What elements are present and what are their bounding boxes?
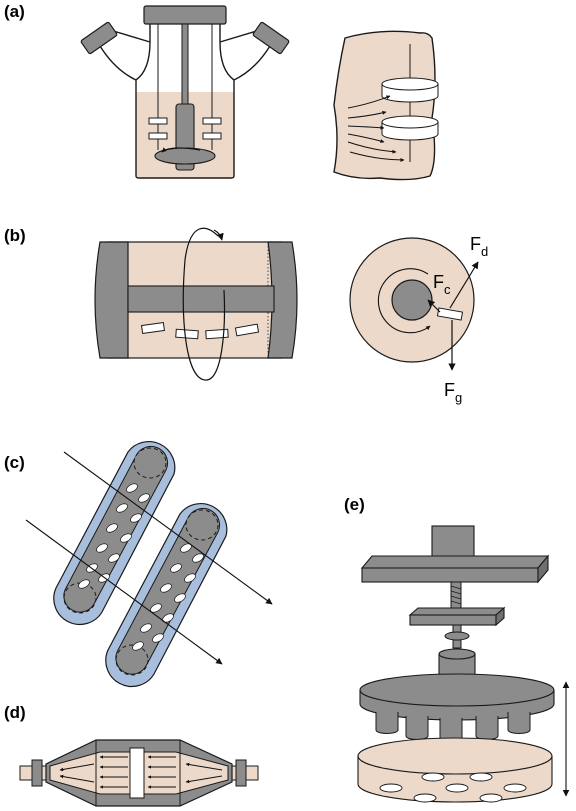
inset-medium-blob [333, 30, 436, 181]
screw-threads [450, 585, 462, 605]
flow-streamlines [347, 95, 405, 162]
middle-plate-side [495, 606, 505, 627]
gravity-force-label: Fg [444, 380, 462, 405]
flow-arrow-upper [63, 451, 273, 605]
panel-a-label: (a) [4, 2, 25, 21]
perfusion-chamber [19, 739, 259, 807]
scaffold-constructs [140, 321, 260, 340]
compression-bioreactor [357, 525, 570, 803]
panel-d-label: (d) [4, 703, 26, 722]
panel-b-label: (b) [4, 226, 26, 245]
rotation-arrow [161, 147, 201, 153]
panel-c: (c) [4, 441, 273, 687]
top-cap [143, 5, 227, 25]
scaffold-insert [129, 747, 145, 799]
middle-plate-front [409, 614, 497, 626]
hollow-fiber-left [53, 441, 176, 625]
drag-force-label: Fd [470, 234, 488, 259]
inner-cylinder [127, 285, 275, 313]
inset-disk-bottom [381, 115, 439, 141]
right-port-cap [252, 21, 290, 55]
panel-d: (d) [4, 703, 259, 807]
compression-pistons [375, 712, 531, 742]
top-plate-side [537, 554, 549, 584]
panel-c-label: (c) [4, 453, 25, 472]
right-outlet-collar [235, 759, 247, 787]
force-diagram: Fd Fc Fg [349, 234, 488, 405]
flask-body [135, 22, 235, 179]
flow-arc [377, 268, 431, 334]
left-port-cap [80, 21, 118, 55]
rotation-loop [182, 227, 226, 381]
stir-shaft [181, 23, 189, 115]
top-plate-front [361, 567, 539, 583]
fiber-top-opening [185, 509, 219, 541]
inset-disk-top [381, 77, 439, 103]
spinner-flask [80, 5, 290, 179]
drag-force-arrow [449, 261, 479, 309]
rotating-wall-vessel [94, 227, 298, 381]
tissue-samples [379, 772, 527, 803]
construct-particle [436, 307, 464, 321]
panel-a: (a) [4, 2, 439, 181]
flow-arrow-lower [25, 519, 223, 665]
panel-b: (b) Fd Fc Fg [4, 226, 488, 405]
coupling-disk [444, 631, 470, 641]
scaffold-disks-left [148, 117, 168, 140]
top-plate [360, 555, 550, 569]
flow-detail-inset [333, 30, 439, 181]
panel-e-label: (e) [344, 495, 365, 514]
motor-block [431, 525, 475, 561]
lead-screw [450, 581, 462, 609]
fiber-bottom-opening [115, 644, 149, 676]
rotation-arrow-head [213, 229, 224, 241]
fiber-top-opening [133, 447, 167, 479]
panel-e: (e) [344, 495, 570, 803]
centripetal-force-arrow [427, 299, 441, 313]
centripetal-force-label: Fc [433, 272, 451, 297]
left-end-cap [94, 241, 129, 359]
cells-right-fiber [132, 543, 204, 651]
right-end-cap [267, 241, 298, 359]
middle-plate [408, 607, 506, 616]
left-inlet-collar [31, 759, 43, 787]
inner-core [391, 279, 433, 321]
perfusion-flow-arrows [59, 755, 223, 789]
scaffold-disks-right [202, 117, 222, 140]
